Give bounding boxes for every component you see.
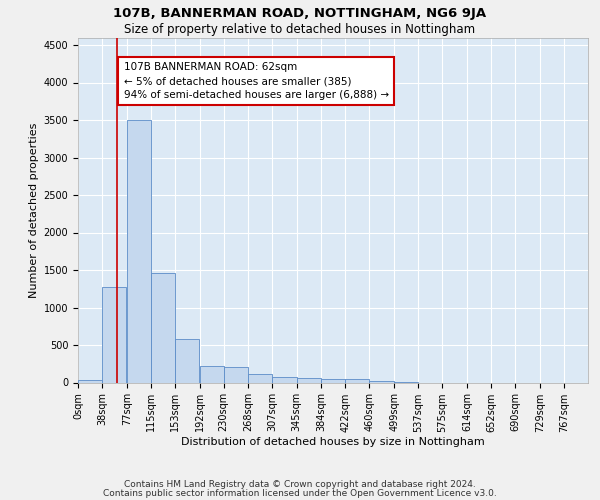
Text: Contains public sector information licensed under the Open Government Licence v3: Contains public sector information licen… [103, 488, 497, 498]
X-axis label: Distribution of detached houses by size in Nottingham: Distribution of detached houses by size … [181, 438, 485, 448]
Bar [102, 287, 126, 382]
Bar [200, 366, 224, 382]
Bar [175, 339, 199, 382]
Bar [224, 367, 248, 382]
Text: Size of property relative to detached houses in Nottingham: Size of property relative to detached ho… [124, 22, 476, 36]
Text: 107B, BANNERMAN ROAD, NOTTINGHAM, NG6 9JA: 107B, BANNERMAN ROAD, NOTTINGHAM, NG6 9J… [113, 8, 487, 20]
Text: 107B BANNERMAN ROAD: 62sqm
← 5% of detached houses are smaller (385)
94% of semi: 107B BANNERMAN ROAD: 62sqm ← 5% of detac… [124, 62, 389, 100]
Y-axis label: Number of detached properties: Number of detached properties [29, 122, 40, 298]
Bar [272, 376, 296, 382]
Text: Contains HM Land Registry data © Crown copyright and database right 2024.: Contains HM Land Registry data © Crown c… [124, 480, 476, 489]
Bar [346, 379, 370, 382]
Bar [78, 380, 102, 382]
Bar [296, 378, 320, 382]
Bar [127, 120, 151, 382]
Bar [248, 374, 272, 382]
Bar [151, 273, 175, 382]
Bar [321, 379, 346, 382]
Bar [370, 380, 394, 382]
